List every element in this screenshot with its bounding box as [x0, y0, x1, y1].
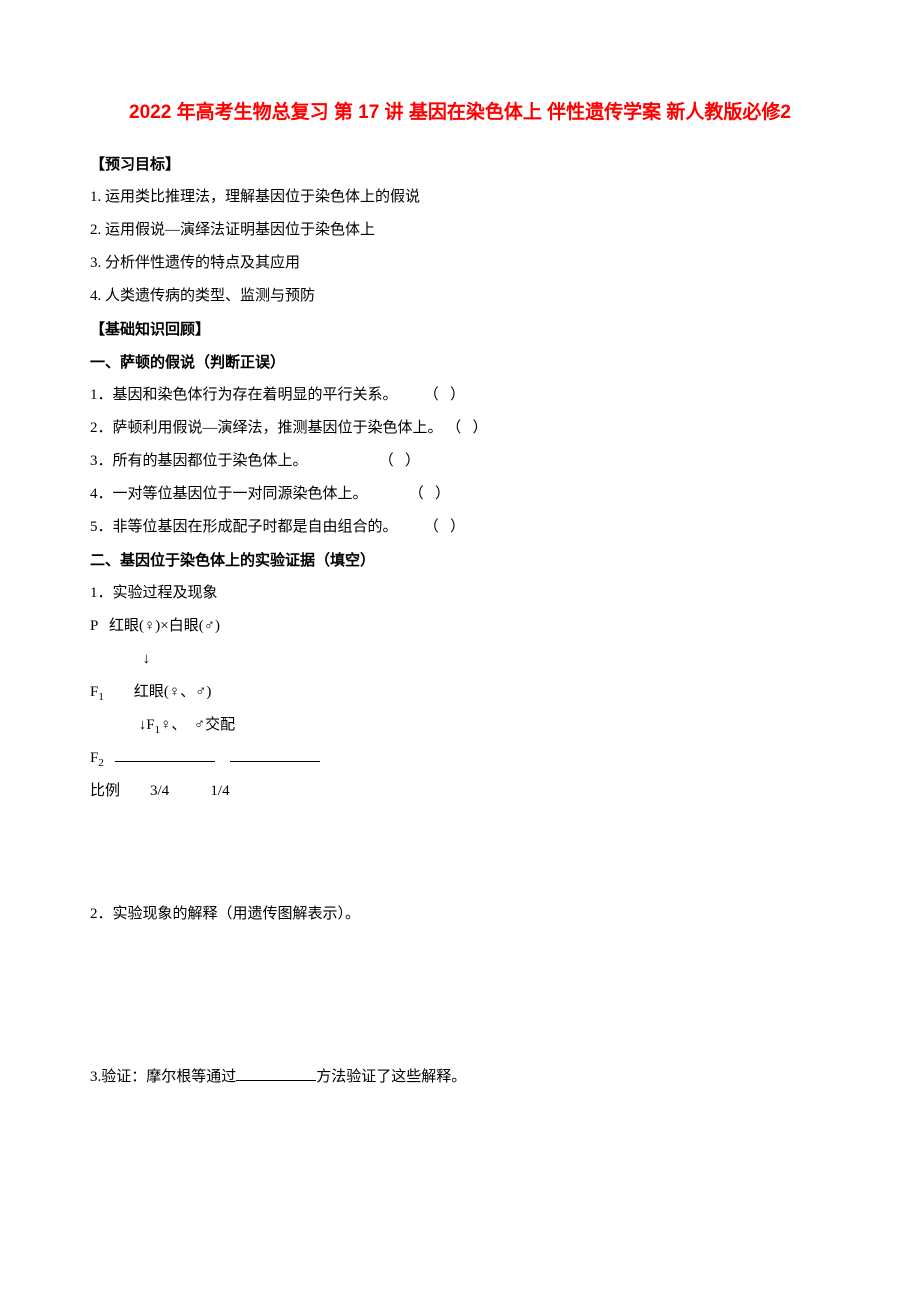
- exp-f1-line: F1 红眼(♀、♂): [90, 676, 830, 709]
- judgment-item: 3．所有的基因都位于染色体上。 （ ）: [90, 445, 830, 478]
- objective-item: 4. 人类遗传病的类型、监测与预防: [90, 280, 830, 313]
- exp-f2-line: F2: [90, 742, 830, 775]
- judgment-item: 1．基因和染色体行为存在着明显的平行关系。 （ ）: [90, 379, 830, 412]
- sub3-prefix: 3.验证：摩尔根等通过: [90, 1069, 236, 1085]
- objectives-heading: 【预习目标】: [90, 148, 830, 181]
- objective-item: 1. 运用类比推理法，理解基因位于染色体上的假说: [90, 181, 830, 214]
- exp-sub3: 3.验证：摩尔根等通过 方法验证了这些解释。: [90, 1061, 830, 1094]
- section1-heading: 一、萨顿的假说（判断正误）: [90, 346, 830, 379]
- review-heading: 【基础知识回顾】: [90, 313, 830, 346]
- f2-spacer: [104, 750, 115, 766]
- fill-blank: [236, 1065, 316, 1081]
- section2-heading: 二、基因位于染色体上的实验证据（填空）: [90, 544, 830, 577]
- judgment-item: 2．萨顿利用假说—演绎法，推测基因位于染色体上。 （ ）: [90, 412, 830, 445]
- exp-arrow: ↓: [90, 643, 830, 676]
- judgment-item: 4．一对等位基因位于一对同源染色体上。 （ ）: [90, 478, 830, 511]
- objective-item: 2. 运用假说—演绎法证明基因位于染色体上: [90, 214, 830, 247]
- judgment-item: 5．非等位基因在形成配子时都是自由组合的。 （ ）: [90, 511, 830, 544]
- f1-content: 红眼(♀、♂): [104, 684, 212, 700]
- document-page: 2022 年高考生物总复习 第 17 讲 基因在染色体上 伴性遗传学案 新人教版…: [0, 0, 920, 1154]
- mate-prefix: ↓F: [90, 717, 155, 733]
- exp-p-line: P 红眼(♀)×白眼(♂): [90, 610, 830, 643]
- document-title: 2022 年高考生物总复习 第 17 讲 基因在染色体上 伴性遗传学案 新人教版…: [90, 90, 830, 136]
- objective-item: 3. 分析伴性遗传的特点及其应用: [90, 247, 830, 280]
- exp-sub1: 1．实验过程及现象: [90, 577, 830, 610]
- fill-blank: [115, 746, 215, 762]
- exp-ratio-line: 比例 3/4 1/4: [90, 775, 830, 808]
- exp-mate-line: ↓F1♀、 ♂交配: [90, 709, 830, 742]
- exp-sub2: 2．实验现象的解释（用遗传图解表示）。: [90, 898, 830, 931]
- fill-blank: [230, 746, 320, 762]
- mate-suffix: ♀、 ♂交配: [160, 717, 235, 733]
- sub3-suffix: 方法验证了这些解释。: [316, 1069, 466, 1085]
